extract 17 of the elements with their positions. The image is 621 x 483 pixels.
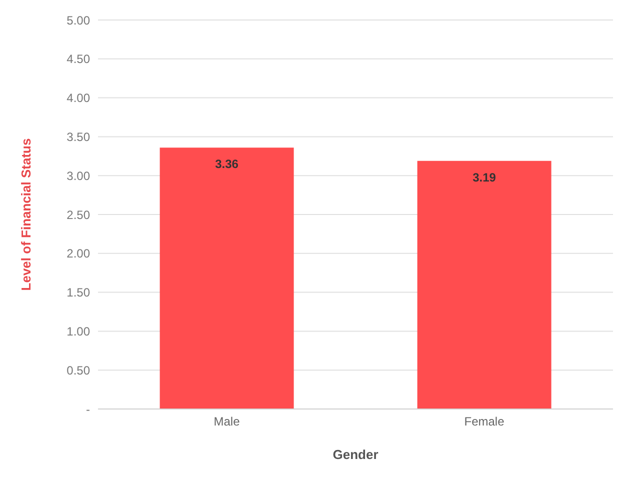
x-axis-title: Gender: [332, 447, 378, 462]
y-tick-label: 1.50: [66, 286, 90, 300]
y-tick-label: 2.00: [66, 246, 90, 261]
data-label: 3.19: [472, 170, 496, 184]
y-tick-label: 1.00: [66, 324, 90, 338]
x-tick-label: Male: [214, 414, 240, 429]
y-tick-label: 5.00: [66, 13, 90, 28]
y-tick-label: -: [86, 402, 90, 416]
data-label: 3.36: [215, 157, 239, 172]
y-tick-label: 4.00: [66, 91, 90, 106]
y-tick-label: 3.00: [66, 168, 90, 183]
y-tick-label: 3.50: [66, 130, 90, 144]
y-tick-label: 0.50: [66, 363, 90, 378]
y-tick-label: 2.50: [66, 208, 90, 222]
x-tick-label: Female: [464, 414, 505, 429]
y-tick-label: 4.50: [66, 52, 90, 66]
y-axis-title: Level of Financial Status: [18, 138, 34, 291]
